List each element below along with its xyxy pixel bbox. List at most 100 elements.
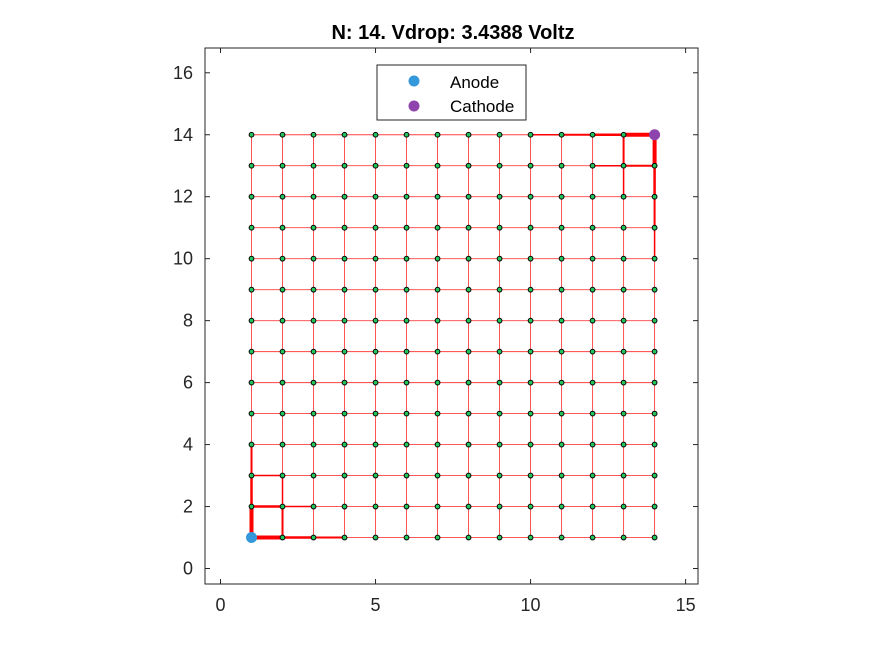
grid-node: [465, 534, 472, 541]
grid-node: [434, 131, 441, 138]
grid-node: [651, 534, 658, 541]
grid-node: [434, 255, 441, 262]
grid-node: [558, 162, 565, 169]
grid-node: [651, 503, 658, 510]
grid-node: [558, 472, 565, 479]
grid-node: [496, 193, 503, 200]
grid-node: [558, 379, 565, 386]
grid-node: [496, 348, 503, 355]
grid-node: [558, 317, 565, 324]
plot-area: 0 5 10 15 0 2 4 6 8 10 12 14 16: [173, 47, 699, 615]
grid-node: [403, 131, 410, 138]
grid-node: [372, 472, 379, 479]
legend: Anode Cathode: [376, 64, 527, 121]
y-tick-label: 4: [183, 435, 193, 455]
grid-node: [248, 224, 255, 231]
grid-node: [341, 348, 348, 355]
grid-node: [403, 441, 410, 448]
grid-node: [589, 472, 596, 479]
grid-node: [496, 162, 503, 169]
grid-node: [620, 379, 627, 386]
y-tick-label: 8: [183, 311, 193, 331]
grid-node: [589, 131, 596, 138]
grid-node: [248, 441, 255, 448]
grid-node: [620, 348, 627, 355]
grid-node: [620, 410, 627, 417]
grid-node: [651, 193, 658, 200]
grid-node: [558, 286, 565, 293]
grid-node: [558, 224, 565, 231]
grid-node: [651, 379, 658, 386]
grid-node: [620, 503, 627, 510]
grid-node: [434, 441, 441, 448]
grid-node: [589, 193, 596, 200]
grid-node: [651, 410, 658, 417]
grid-node: [527, 131, 534, 138]
grid-node: [496, 379, 503, 386]
grid-node: [496, 286, 503, 293]
grid-node: [310, 286, 317, 293]
grid-node: [434, 348, 441, 355]
grid-node: [248, 503, 255, 510]
grid-node: [620, 534, 627, 541]
grid-node: [465, 441, 472, 448]
grid-node: [341, 472, 348, 479]
grid-node: [527, 224, 534, 231]
grid-node: [558, 534, 565, 541]
grid-node: [310, 503, 317, 510]
grid-node: [527, 255, 534, 262]
chart-title: N: 14. Vdrop: 3.4388 Voltz: [331, 22, 574, 44]
legend-box: [376, 64, 527, 121]
grid-node: [620, 224, 627, 231]
grid-node: [248, 131, 255, 138]
grid-node: [496, 534, 503, 541]
grid-node: [341, 503, 348, 510]
grid-node: [620, 162, 627, 169]
grid-node: [527, 472, 534, 479]
x-tick-label: 15: [676, 595, 696, 615]
grid-node: [651, 348, 658, 355]
grid-node: [403, 255, 410, 262]
grid-node: [465, 317, 472, 324]
grid-node: [279, 379, 286, 386]
grid-node: [434, 503, 441, 510]
grid-node: [527, 162, 534, 169]
grid-node: [403, 534, 410, 541]
grid-node: [465, 410, 472, 417]
grid-node: [310, 379, 317, 386]
grid-node: [558, 503, 565, 510]
grid-node: [465, 348, 472, 355]
grid-node: [558, 348, 565, 355]
grid-node: [372, 255, 379, 262]
grid-node: [279, 193, 286, 200]
grid-node: [372, 317, 379, 324]
grid-node: [310, 410, 317, 417]
grid-node: [496, 441, 503, 448]
grid-node: [527, 317, 534, 324]
x-tick-label: 10: [521, 595, 541, 615]
legend-cathode-marker: [408, 100, 420, 112]
grid-node: [527, 410, 534, 417]
grid-node: [279, 503, 286, 510]
grid-node: [310, 255, 317, 262]
grid-node: [310, 224, 317, 231]
grid-node: [465, 255, 472, 262]
grid-node: [465, 379, 472, 386]
grid-node: [527, 441, 534, 448]
y-tick-label: 12: [173, 187, 193, 207]
grid-node: [279, 286, 286, 293]
grid-node: [341, 286, 348, 293]
grid-node: [527, 193, 534, 200]
grid-node: [310, 162, 317, 169]
grid-node: [589, 503, 596, 510]
grid-node: [372, 286, 379, 293]
grid-node: [372, 131, 379, 138]
grid-node: [341, 410, 348, 417]
grid-node: [620, 286, 627, 293]
grid-node: [248, 472, 255, 479]
y-tick-label: 2: [183, 497, 193, 517]
cathode-marker: [649, 129, 661, 141]
grid-node: [310, 472, 317, 479]
grid-node: [372, 503, 379, 510]
grid-node: [589, 162, 596, 169]
